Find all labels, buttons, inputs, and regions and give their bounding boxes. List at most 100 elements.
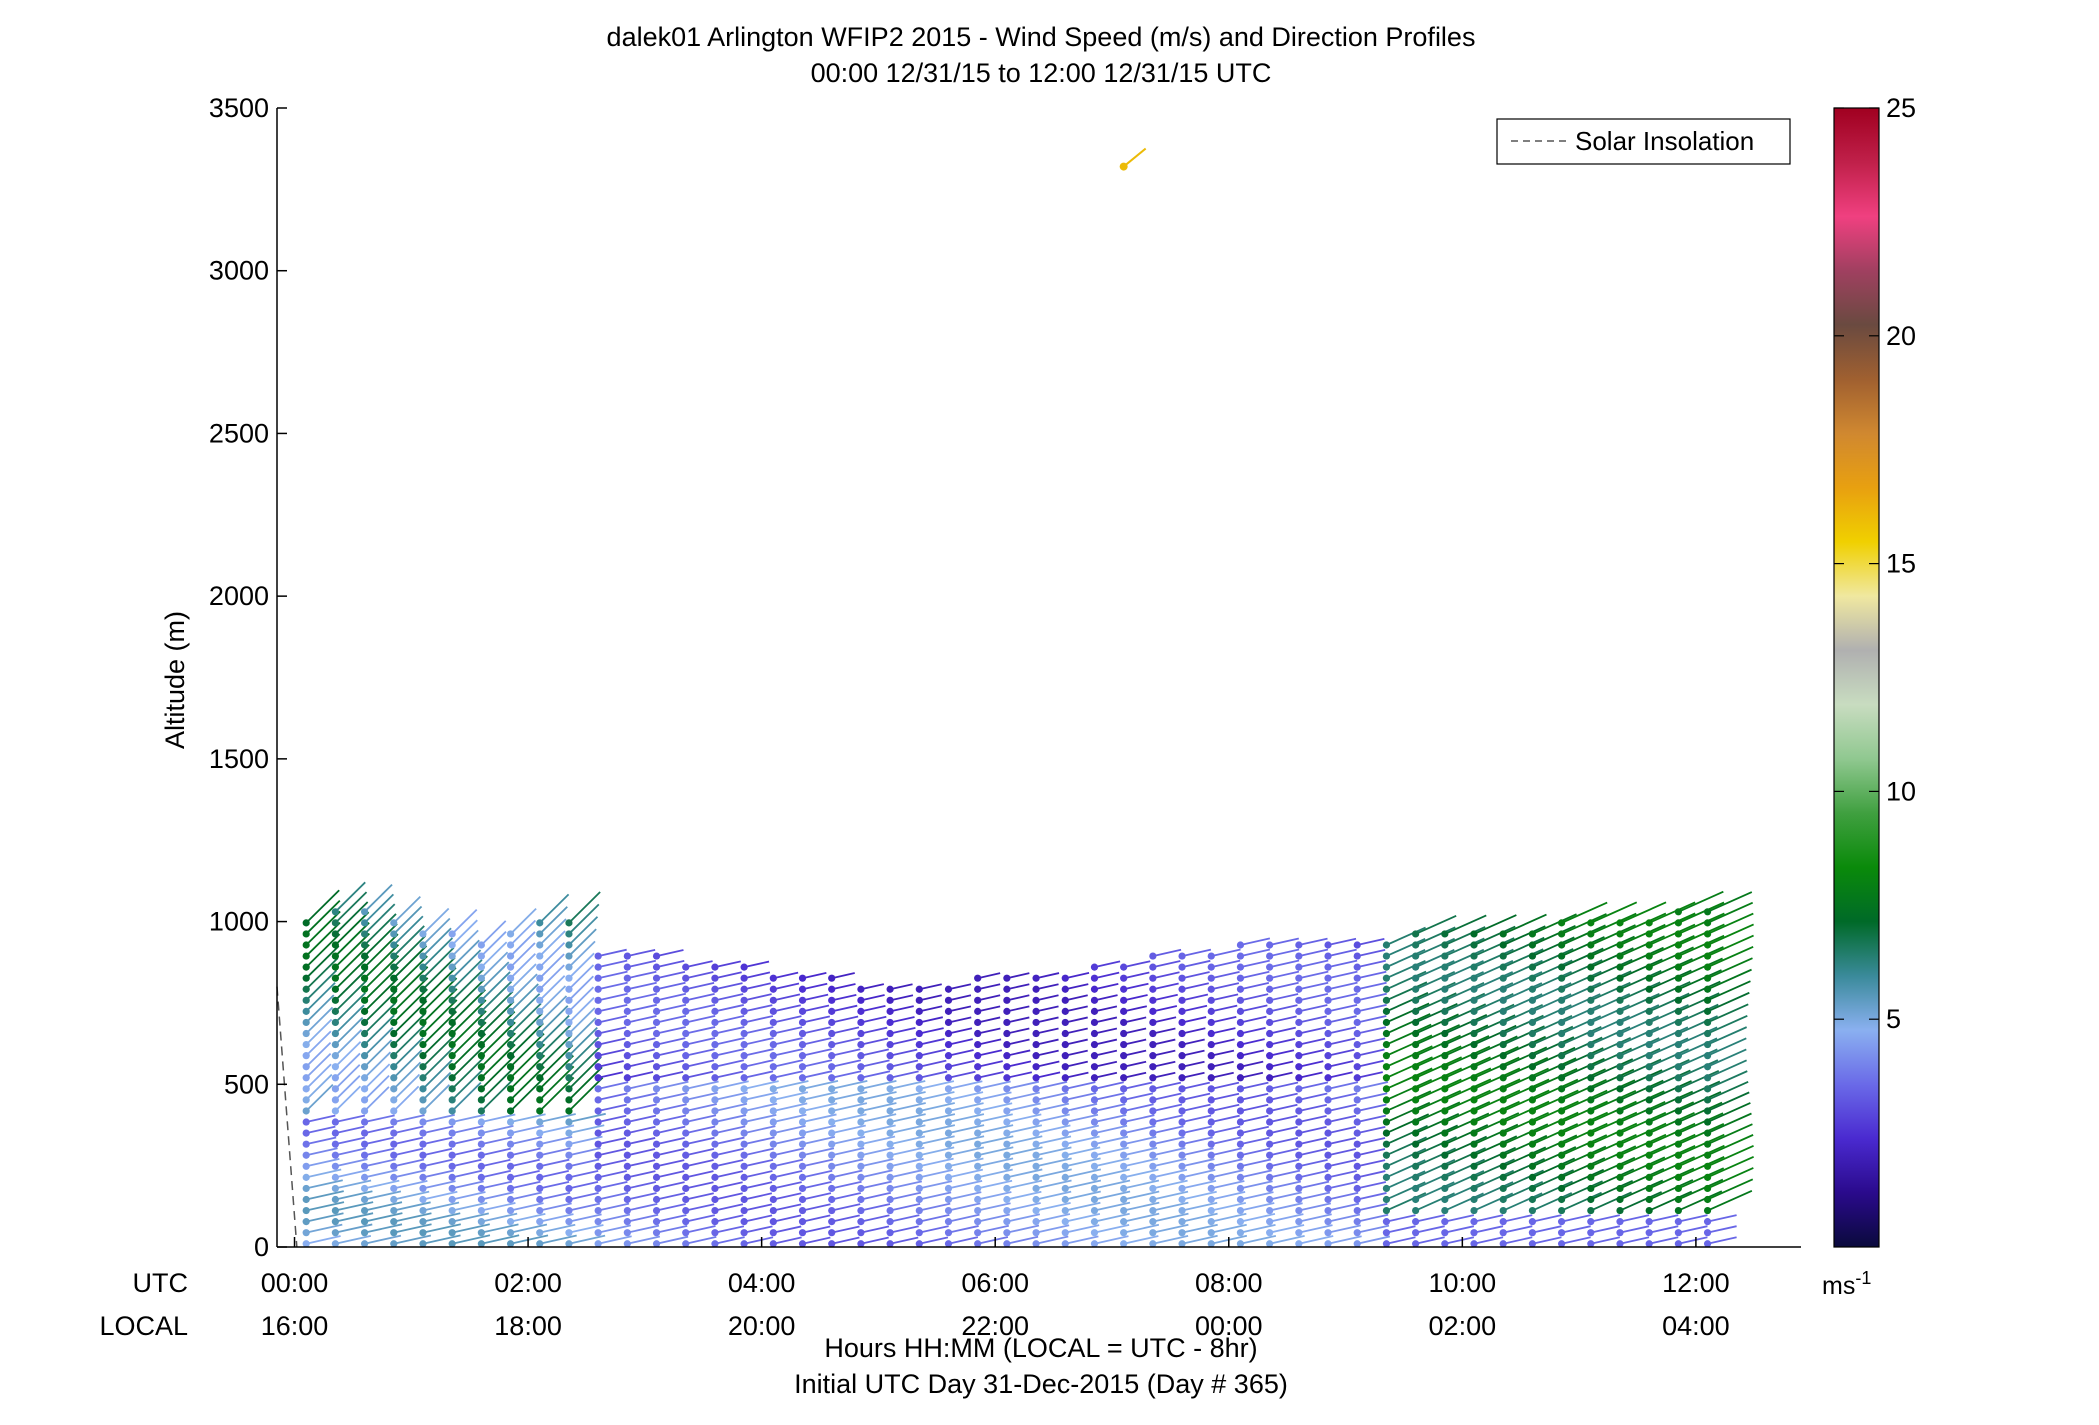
wind-barb xyxy=(977,1224,1010,1234)
wind-barb xyxy=(977,1213,1010,1223)
wind-barb-point xyxy=(740,996,748,1004)
wind-barb-point xyxy=(1382,1162,1391,1170)
wind-barb-point xyxy=(1266,1173,1274,1181)
wind-barb-point xyxy=(652,1129,661,1137)
wind-barb-point xyxy=(1061,1096,1069,1104)
wind-barb-point xyxy=(1090,1052,1099,1060)
wind-barb-point xyxy=(594,1184,602,1193)
wind-barb-point xyxy=(740,1162,748,1170)
wind-barb-point xyxy=(1236,952,1245,960)
wind-barb-point xyxy=(1032,1074,1040,1082)
wind-barb xyxy=(627,959,657,969)
wind-barb xyxy=(480,990,514,1024)
wind-barb-point xyxy=(652,1096,661,1104)
wind-barb-point xyxy=(302,1007,310,1015)
wind-barb xyxy=(860,1005,886,1013)
wind-barb-point xyxy=(1441,1063,1449,1071)
wind-barb xyxy=(1327,1037,1356,1046)
wind-barb xyxy=(510,1223,548,1234)
wind-barb xyxy=(1181,1103,1211,1112)
wind-barb xyxy=(1590,958,1633,980)
wind-barb xyxy=(1094,1081,1124,1090)
wind-barb-point xyxy=(623,1184,631,1193)
wind-barb xyxy=(831,1004,858,1013)
wind-barb-point xyxy=(1587,1195,1595,1204)
wind-barb xyxy=(510,1202,544,1212)
wind-barb xyxy=(1473,1014,1516,1035)
wind-barb-point xyxy=(594,1052,602,1060)
wind-barb-point xyxy=(828,1162,836,1170)
wind-barb xyxy=(1444,1158,1485,1179)
wind-barb xyxy=(948,1038,973,1046)
wind-barb xyxy=(1152,993,1178,1002)
wind-barb xyxy=(451,1212,489,1223)
wind-barb xyxy=(335,1223,373,1234)
wind-barb xyxy=(1444,1124,1489,1145)
wind-barb xyxy=(1211,1169,1244,1179)
wind-barb-point xyxy=(1236,1129,1245,1137)
wind-barb xyxy=(1094,1060,1118,1068)
wind-barb-point xyxy=(1032,1085,1040,1093)
wind-barb-point xyxy=(1616,1085,1624,1093)
wind-barb xyxy=(1181,1081,1211,1090)
wind-barb xyxy=(1065,983,1089,991)
wind-barb xyxy=(1444,1035,1490,1057)
wind-barb xyxy=(1240,1004,1268,1013)
wind-barb xyxy=(363,1002,397,1035)
wind-barb-point xyxy=(974,1151,982,1159)
wind-barb xyxy=(1707,1214,1737,1223)
wind-barb xyxy=(1648,935,1695,957)
wind-barb-point xyxy=(448,941,456,949)
wind-barb-point xyxy=(1266,985,1274,993)
wind-barb xyxy=(510,1169,540,1179)
wind-barb xyxy=(627,992,658,1002)
wind-barb-point xyxy=(536,1029,544,1038)
wind-barb xyxy=(1094,1005,1118,1013)
wind-barb xyxy=(685,1214,715,1223)
wind-barb xyxy=(393,1223,432,1234)
wind-barb-point xyxy=(1353,1052,1361,1060)
wind-barb-point xyxy=(360,1195,369,1204)
wind-barb xyxy=(1619,992,1660,1013)
wind-barb-point xyxy=(711,1085,719,1093)
wind-barb xyxy=(1707,1144,1754,1168)
wind-barb xyxy=(393,1234,432,1245)
wind-barb xyxy=(627,1081,659,1090)
wind-barb-point xyxy=(1412,941,1420,949)
wind-barb-point xyxy=(565,1040,573,1049)
wind-barb xyxy=(1473,1146,1516,1168)
wind-barb-point xyxy=(1207,1195,1215,1204)
wind-barb-point xyxy=(1616,1107,1624,1115)
wind-barb xyxy=(1181,1190,1217,1201)
wind-barb-point xyxy=(1412,952,1420,960)
wind-barb xyxy=(1619,1037,1660,1057)
wind-barb-point xyxy=(1674,963,1682,971)
wind-barb xyxy=(335,1179,372,1190)
wind-barb-point xyxy=(915,1229,923,1237)
wind-barb xyxy=(1065,1092,1097,1101)
wind-barb-point xyxy=(302,985,310,993)
wind-barb xyxy=(1415,1236,1445,1245)
wind-barb xyxy=(1240,1223,1276,1234)
wind-barb xyxy=(831,983,856,991)
wind-barb-point xyxy=(1616,930,1624,938)
wind-barb-point xyxy=(565,1162,573,1170)
wind-barb-point xyxy=(1353,1007,1361,1015)
wind-barb-point xyxy=(536,1184,544,1193)
wind-barb xyxy=(1532,1078,1579,1101)
wind-barb xyxy=(948,1102,984,1112)
wind-barb xyxy=(1386,1078,1433,1101)
wind-barb xyxy=(1211,959,1241,969)
wind-barb xyxy=(451,939,480,968)
wind-barb xyxy=(1707,1059,1747,1079)
wind-barb xyxy=(509,908,537,935)
wind-barb-point xyxy=(1703,1173,1712,1181)
wind-barb xyxy=(1415,1067,1463,1090)
wind-barb-point xyxy=(1382,1206,1391,1215)
wind-barb xyxy=(393,945,428,979)
wind-barb xyxy=(480,1011,516,1046)
wind-barb xyxy=(334,922,370,957)
wind-barb-point xyxy=(1470,1118,1478,1126)
wind-barb-point xyxy=(886,1018,894,1027)
wind-barb-point xyxy=(1003,985,1011,993)
